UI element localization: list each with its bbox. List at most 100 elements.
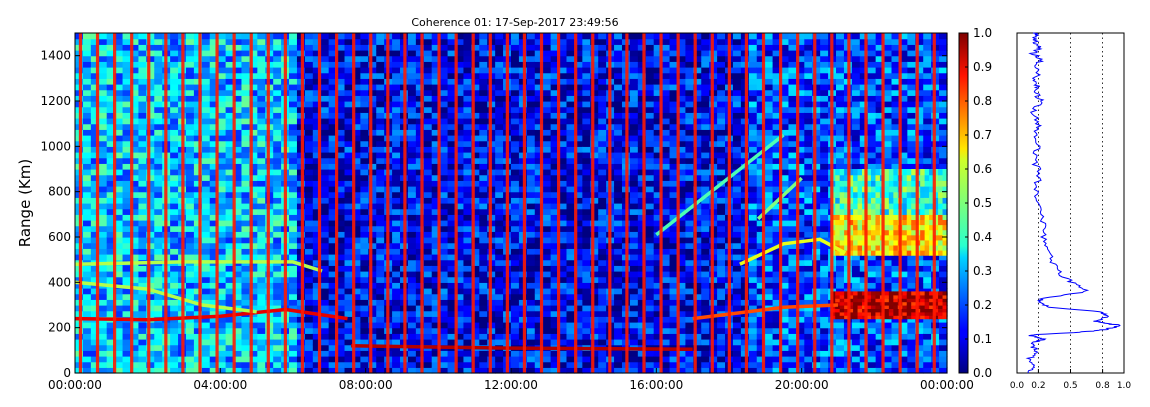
heatmap-cell (122, 248, 132, 255)
heatmap-cell (185, 140, 195, 147)
heatmap-cell (495, 112, 504, 119)
heatmap-cell (233, 339, 243, 346)
heatmap-cell (138, 72, 147, 79)
heatmap-cell (90, 44, 100, 51)
heatmap-cell (463, 288, 472, 295)
heatmap-cell (463, 157, 472, 164)
heatmap-cell (511, 50, 520, 57)
heatmap-cell (98, 191, 108, 198)
heatmap-cell (717, 208, 726, 215)
heatmap-cell (138, 44, 147, 51)
heatmap-cell (201, 38, 211, 45)
heatmap-cell (598, 208, 607, 215)
heatmap-cell (328, 89, 338, 96)
heatmap-cell (423, 33, 433, 40)
heatmap-cell (154, 242, 163, 249)
heatmap-cell (201, 339, 211, 346)
heatmap-cell (542, 350, 552, 357)
heatmap-cell (463, 152, 472, 159)
heatmap-cell (114, 101, 124, 108)
heatmap-cell (558, 242, 568, 249)
heatmap-cell (146, 299, 155, 306)
heatmap-cell (106, 123, 116, 130)
heatmap-cell (717, 38, 726, 45)
heatmap-cell (249, 208, 258, 215)
heatmap-cell (154, 203, 163, 210)
heatmap-cell (661, 231, 671, 238)
heatmap-cell (154, 361, 163, 368)
heatmap-cell (225, 242, 235, 249)
heatmap-cell (645, 322, 655, 329)
heatmap-cell (225, 67, 235, 74)
heatmap-cell (201, 78, 211, 85)
heatmap-cell (320, 129, 330, 136)
heatmap-cell (82, 50, 92, 57)
heatmap-cell (566, 146, 576, 153)
heatmap-cell (550, 89, 560, 96)
heatmap-cell (526, 157, 536, 164)
heatmap-cell (534, 101, 544, 108)
heatmap-cell (344, 265, 354, 272)
heatmap-cell (455, 163, 465, 170)
heatmap-cell (106, 299, 116, 306)
heatmap-cell (312, 140, 322, 147)
heatmap-cell (154, 367, 163, 374)
heatmap-cell (130, 310, 140, 317)
heatmap-cell (574, 271, 583, 278)
heatmap-cell (146, 356, 155, 363)
heatmap-cell (98, 112, 108, 119)
heatmap-cell (431, 305, 441, 312)
heatmap-cell (407, 322, 417, 329)
heatmap-cell (431, 118, 441, 125)
heatmap-cell (653, 180, 663, 187)
heatmap-cell (352, 180, 361, 187)
heatmap-cell (669, 237, 679, 244)
heatmap-cell (614, 350, 623, 357)
heatmap-cell (209, 344, 219, 351)
heatmap-cell (106, 367, 116, 374)
heatmap-cell (566, 248, 576, 255)
heatmap-cell (312, 186, 322, 193)
heatmap-cell (661, 350, 671, 357)
heatmap-cell (685, 146, 694, 153)
heatmap-cell (415, 180, 425, 187)
heatmap-cell (106, 339, 116, 346)
heatmap-cell (415, 259, 425, 266)
heatmap-cell (693, 135, 702, 142)
heatmap-cell (637, 123, 647, 130)
heatmap-cell (637, 163, 647, 170)
heatmap-cell (415, 112, 425, 119)
heatmap-cell (336, 316, 346, 323)
heatmap-cell (376, 61, 385, 68)
heatmap-cell (193, 254, 203, 261)
heatmap-cell (82, 67, 92, 74)
heatmap-cell (423, 305, 433, 312)
heatmap-cell (376, 197, 385, 204)
heatmap-cell (257, 220, 266, 227)
heatmap-cell (590, 305, 599, 312)
heatmap-cell (566, 293, 576, 300)
heatmap-cell (455, 259, 465, 266)
heatmap-cell (273, 361, 282, 368)
heatmap-cell (614, 259, 623, 266)
heatmap-cell (344, 180, 354, 187)
heatmap-cell (598, 288, 607, 295)
heatmap-cell (550, 163, 560, 170)
heatmap-cell (98, 146, 108, 153)
heatmap-cell (415, 44, 425, 51)
heatmap-cell (582, 44, 591, 51)
heatmap-cell (653, 214, 663, 221)
heatmap-cell (439, 276, 449, 283)
heatmap-cell (368, 50, 377, 57)
heatmap-cell (645, 282, 655, 289)
heatmap-cell (241, 265, 250, 272)
heatmap-cell (415, 163, 425, 170)
heatmap-cell (360, 225, 369, 232)
heatmap-cell (217, 33, 227, 40)
heatmap-cell (217, 106, 227, 113)
heatmap-cell (273, 276, 282, 283)
heatmap-cell (645, 288, 655, 295)
heatmap-cell (209, 38, 219, 45)
heatmap-cell (114, 61, 124, 68)
heatmap-cell (154, 146, 163, 153)
